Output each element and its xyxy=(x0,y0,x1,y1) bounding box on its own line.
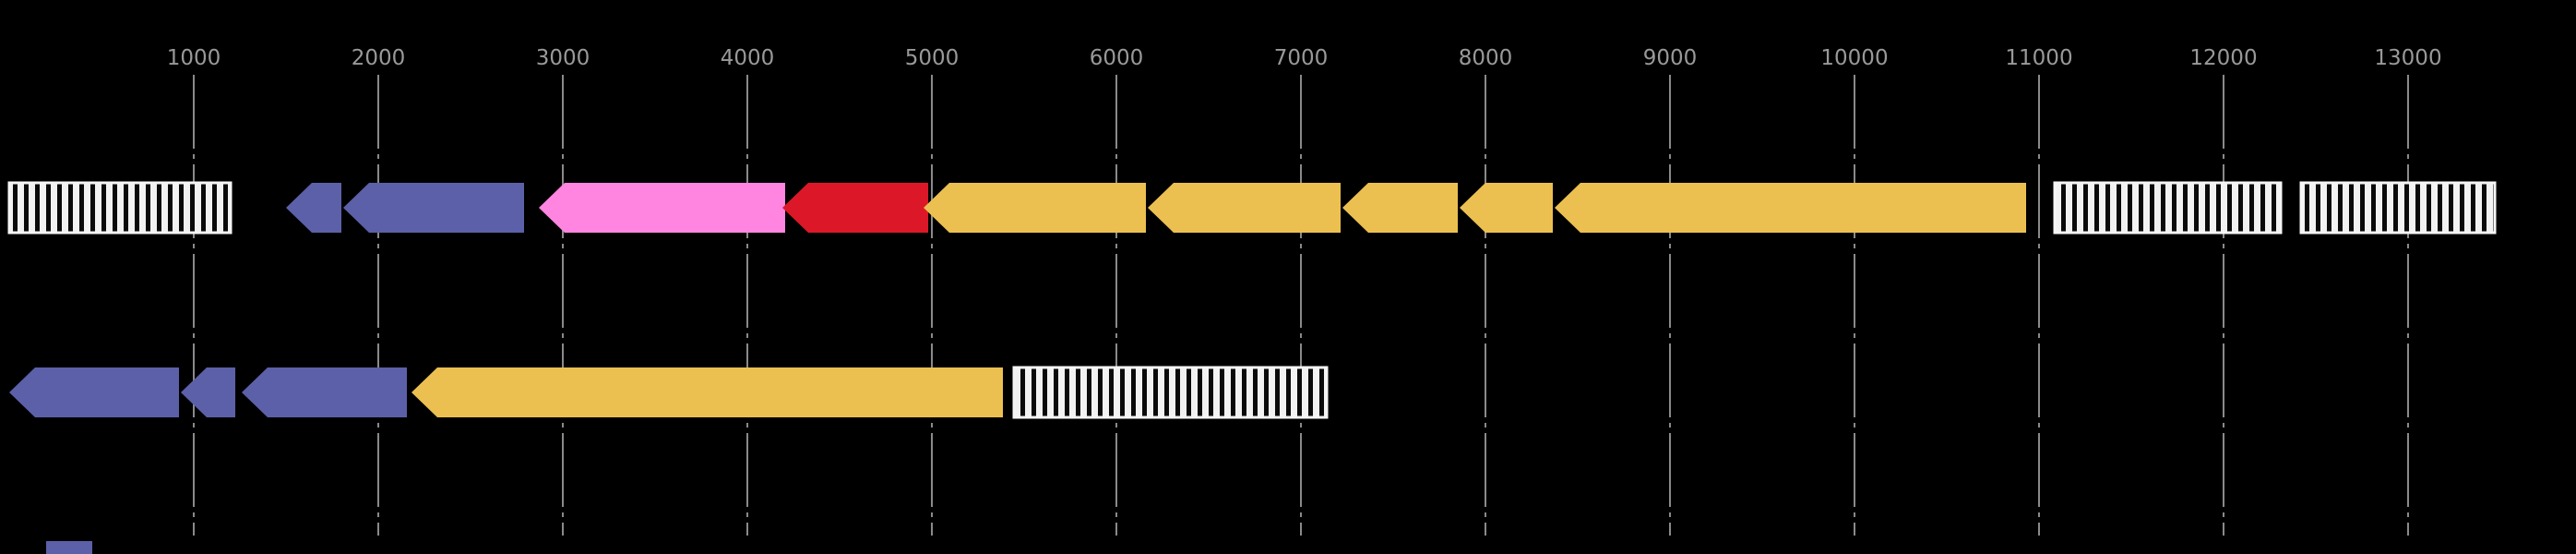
gene-arrow-blue xyxy=(343,183,524,233)
gene-arrow-blue xyxy=(286,183,341,233)
hatched-region xyxy=(2053,181,2283,235)
tick-label: 6000 xyxy=(1090,46,1144,70)
hatched-region xyxy=(2299,181,2497,235)
tick-label: 10000 xyxy=(1820,46,1888,70)
tick-label: 9000 xyxy=(1643,46,1698,70)
hatched-region xyxy=(1012,366,1329,419)
tick-label: 11000 xyxy=(2005,46,2072,70)
gene-arrow-gold xyxy=(411,367,1003,417)
axis: 1000 2000 3000 4000 5000 6000 7000 8000 9000 1000… xyxy=(167,46,2442,536)
gene-arrow-gold xyxy=(1555,183,2026,233)
tick-label: 4000 xyxy=(721,46,775,70)
tick-label: 5000 xyxy=(905,46,960,70)
tick-label: 1000 xyxy=(167,46,221,70)
gene-arrow-red xyxy=(782,183,928,233)
gene-arrow-blue xyxy=(9,367,179,417)
tick-label: 7000 xyxy=(1274,46,1329,70)
gene-arrow-pink xyxy=(539,183,785,233)
gene-arrow-blue xyxy=(181,367,235,417)
hatched-region xyxy=(7,181,233,235)
tick-label: 12000 xyxy=(2189,46,2257,70)
gene-arrow-gold xyxy=(1342,183,1458,233)
gene-arrow-clipped xyxy=(46,541,92,554)
tick-label: 3000 xyxy=(536,46,590,70)
tick-label: 8000 xyxy=(1459,46,1513,70)
tick-label: 13000 xyxy=(2374,46,2441,70)
tick-label: 2000 xyxy=(352,46,406,70)
gene-arrow-gold xyxy=(924,183,1146,233)
track-sequence-1 xyxy=(7,181,2497,235)
gene-arrow-gold xyxy=(1460,183,1553,233)
track-sequence-3-partial xyxy=(46,541,92,554)
gene-arrow-gold xyxy=(1148,183,1341,233)
track-sequence-2 xyxy=(9,366,1329,419)
gene-arrow-blue xyxy=(242,367,407,417)
